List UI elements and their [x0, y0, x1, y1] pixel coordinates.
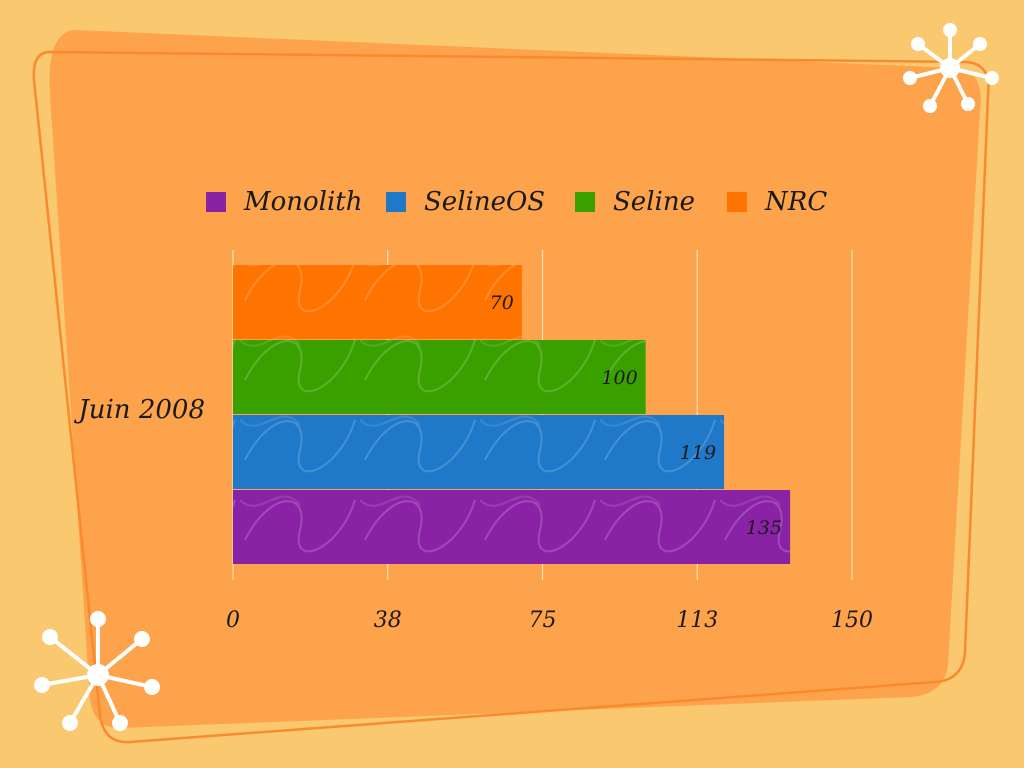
- legend-item-monolith: Monolith: [206, 187, 363, 217]
- y-category-label: Juin 2008: [73, 395, 205, 425]
- bar-value-label: 70: [490, 292, 514, 314]
- legend-label: Monolith: [243, 187, 363, 217]
- bar-texture: [233, 340, 646, 414]
- legend-swatch: [206, 192, 226, 212]
- x-tick-label: 150: [831, 608, 873, 633]
- legend-swatch: [727, 192, 747, 212]
- legend-item-nrc: NRC: [727, 187, 827, 217]
- x-tick-label: 38: [374, 608, 402, 633]
- x-tick-label: 75: [529, 608, 557, 633]
- bar-texture: [233, 415, 725, 489]
- legend-swatch: [386, 192, 406, 212]
- legend-swatch: [575, 192, 595, 212]
- starburst-icon: [34, 611, 160, 731]
- x-tick-label: 113: [676, 608, 718, 633]
- legend-item-selineos: SelineOS: [386, 187, 545, 217]
- bar-texture: [233, 490, 791, 564]
- chart-bars: 70 100 119 135: [233, 265, 791, 564]
- starburst-icon: [903, 23, 999, 113]
- legend-item-seline: Seline: [575, 187, 695, 217]
- bar-value-label: 119: [680, 442, 716, 464]
- x-axis-ticks: 0 38 75 113 150: [226, 608, 873, 633]
- x-tick-label: 0: [226, 608, 240, 633]
- bar-value-label: 135: [746, 517, 782, 539]
- legend-label: NRC: [764, 187, 827, 217]
- y-axis-categories: Juin 2008: [73, 395, 205, 425]
- legend-label: SelineOS: [424, 187, 545, 217]
- chart-legend: Monolith SelineOS Seline NRC: [206, 187, 827, 217]
- bar-value-label: 100: [601, 367, 637, 389]
- bar-texture: [233, 265, 522, 339]
- legend-label: Seline: [613, 187, 695, 217]
